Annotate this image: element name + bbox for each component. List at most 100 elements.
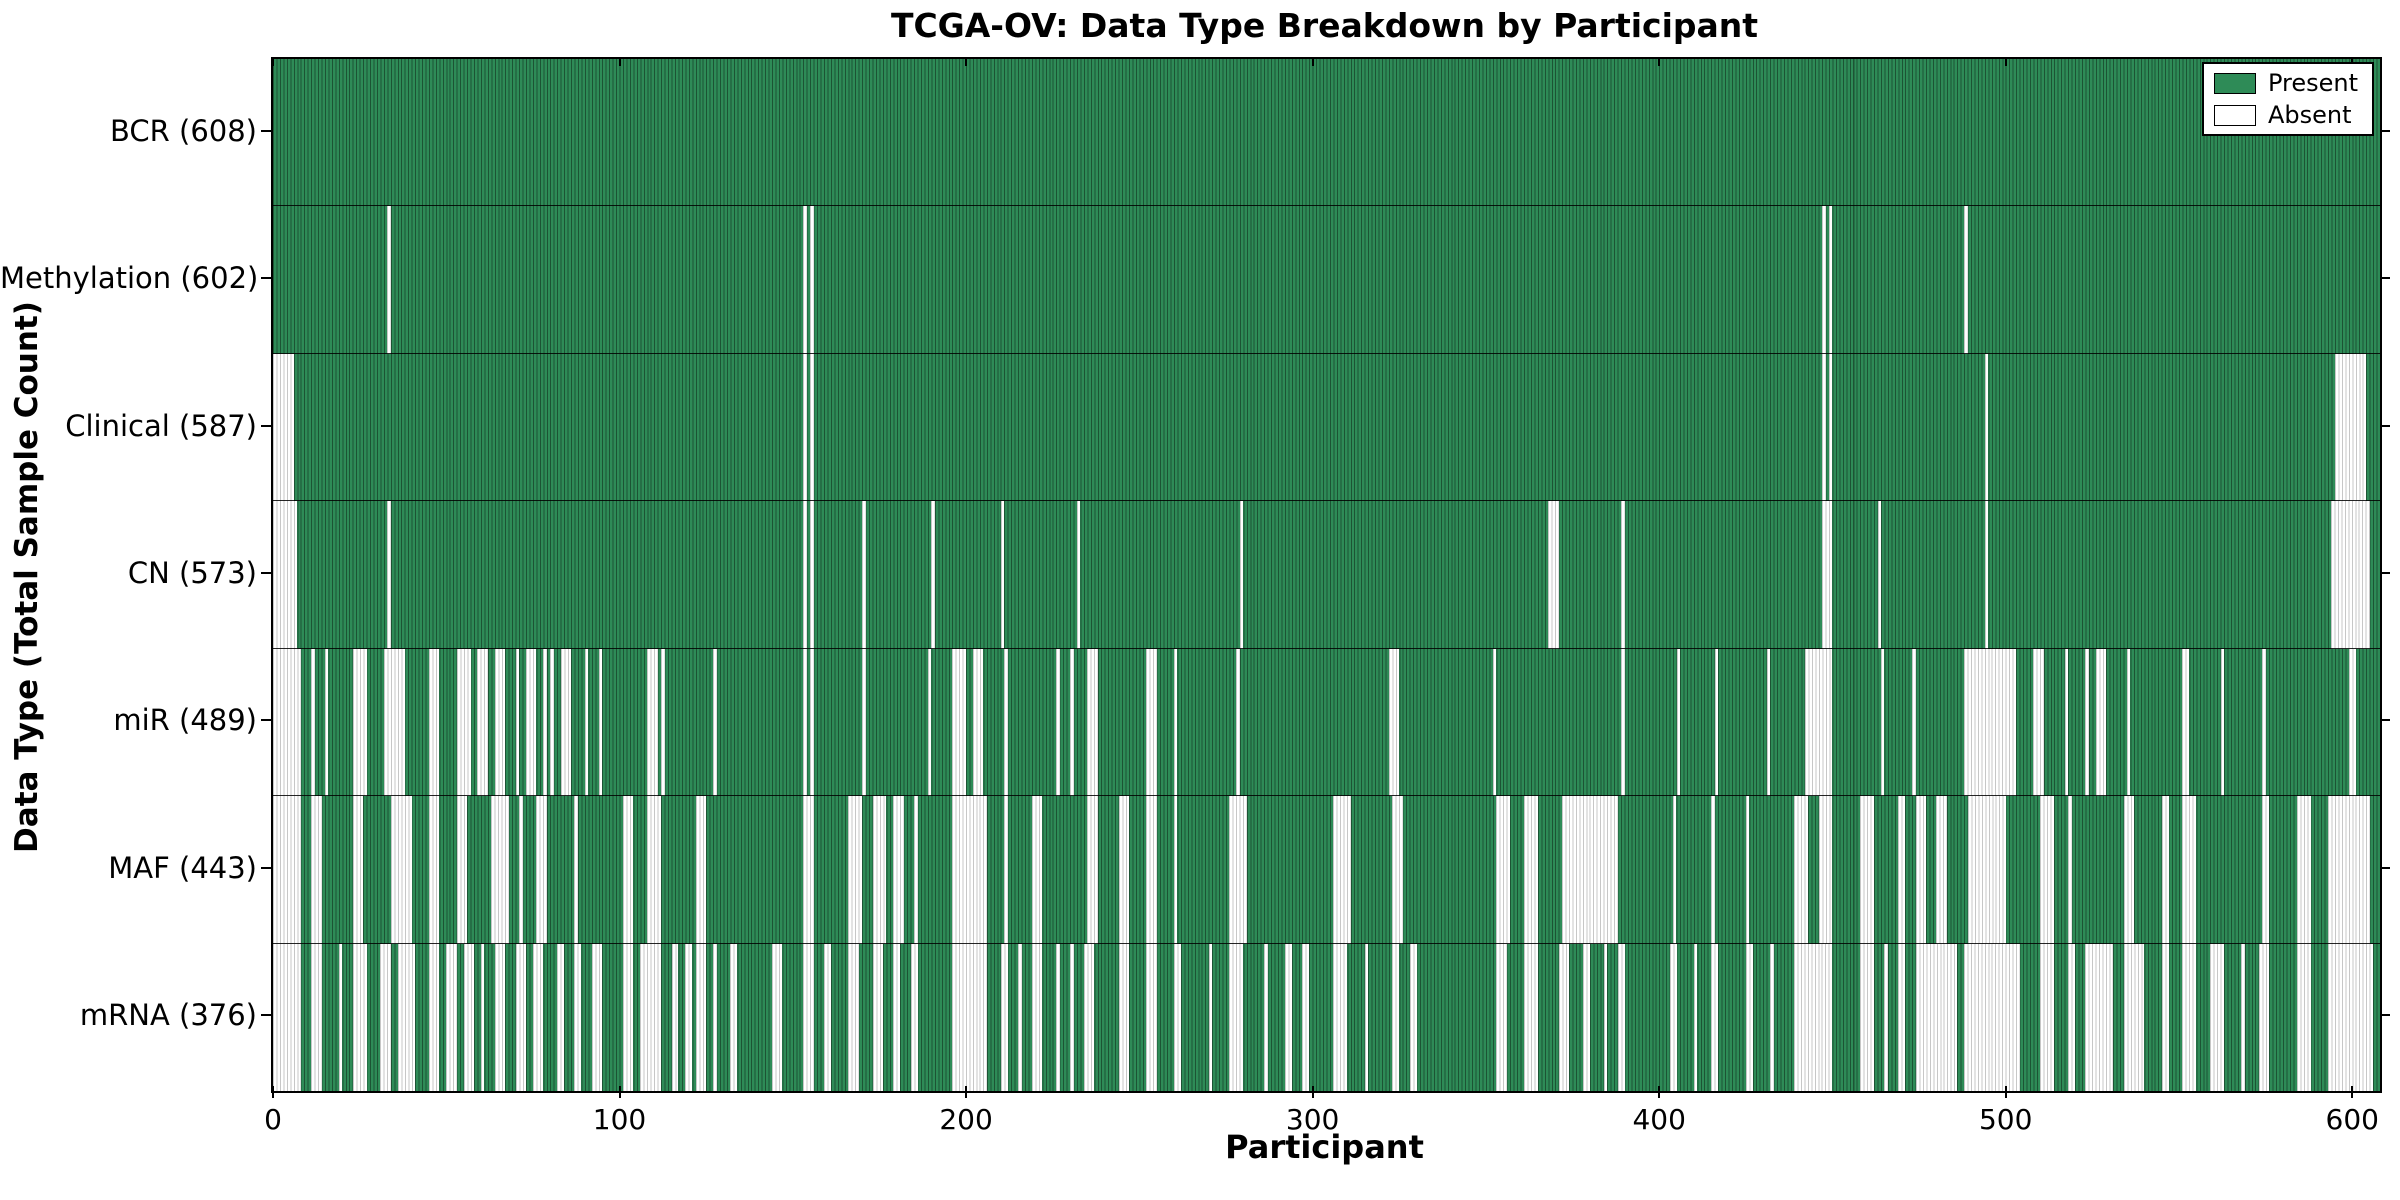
absent-block — [494, 648, 506, 797]
absent-block — [1496, 943, 1507, 1091]
absent-block — [1118, 796, 1129, 944]
absent-block — [1880, 648, 1885, 797]
absent-block — [803, 648, 807, 797]
absent-block — [1877, 501, 1881, 649]
absent-block — [456, 648, 471, 797]
absent-block — [1174, 648, 1178, 797]
absent-block — [1264, 943, 1268, 1091]
heatmap-row-mrna — [273, 943, 2380, 1091]
absent-block — [1000, 943, 1008, 1091]
x-tick-mark — [2004, 1086, 2007, 1098]
absent-block — [536, 796, 547, 944]
absent-block — [893, 796, 904, 944]
heatmap-row-clinical — [273, 353, 2380, 502]
absent-block — [1621, 648, 1625, 797]
chart-title: TCGA-OV: Data Type Breakdown by Particip… — [890, 6, 1759, 45]
x-tick-label: 600 — [2325, 1103, 2379, 1136]
x-axis-label: Participant — [1225, 1128, 1424, 1166]
absent-block — [352, 943, 367, 1091]
absent-block — [477, 648, 488, 797]
absent-block — [931, 501, 935, 649]
y-tick-label-cn: CN (573) — [127, 556, 257, 590]
absent-block — [515, 648, 520, 797]
absent-block — [273, 353, 294, 502]
absent-block — [1936, 796, 1947, 944]
absent-block — [1083, 943, 1095, 1091]
absent-block — [2328, 796, 2370, 944]
absent-block — [311, 796, 322, 944]
absent-block — [525, 648, 537, 797]
absent-block — [1364, 943, 1369, 1091]
absent-block — [338, 943, 343, 1091]
absent-block — [2161, 796, 2169, 944]
x-tick-mark — [272, 1086, 274, 1098]
heatmap-row-methylation — [273, 206, 2380, 354]
x-tick-mark — [2351, 1086, 2354, 1098]
absent-block — [695, 796, 707, 944]
absent-block — [803, 943, 814, 1091]
absent-block — [1828, 206, 1833, 354]
absent-block — [311, 943, 322, 1091]
absent-block — [428, 796, 440, 944]
y-tick-label-methylation: Methylation (602) — [0, 261, 259, 296]
x-tick-mark — [618, 1086, 621, 1098]
absent-block — [1818, 796, 1833, 944]
absent-block — [772, 943, 783, 1091]
absent-block — [2182, 648, 2190, 797]
absent-block — [893, 943, 901, 1091]
absent-block — [543, 648, 547, 797]
absent-block — [446, 943, 457, 1091]
absent-block — [2123, 796, 2134, 944]
absent-block — [2095, 648, 2107, 797]
absent-block — [1018, 943, 1022, 1091]
absent-block — [2296, 796, 2311, 944]
absent-block — [2258, 943, 2270, 1091]
y-tick-right — [2380, 866, 2390, 869]
absent-block — [803, 353, 807, 502]
absent-block — [1392, 796, 1403, 944]
absent-block — [1392, 943, 1400, 1091]
absent-block — [803, 501, 807, 649]
absent-block — [1524, 796, 1538, 944]
absent-block — [1524, 943, 1538, 1091]
absent-block — [1496, 796, 1511, 944]
absent-block — [2182, 796, 2197, 944]
absent-block — [1229, 796, 1247, 944]
absent-block — [494, 943, 506, 1091]
absent-block — [1004, 796, 1008, 944]
y-tick-label-bcr: BCR (608) — [110, 113, 257, 148]
absent-block — [2328, 943, 2374, 1091]
absent-block — [1711, 943, 1719, 1091]
y-tick-label-maf: MAF (443) — [108, 850, 257, 885]
absent-block — [1118, 943, 1129, 1091]
absent-block — [810, 206, 814, 354]
x-tick-mark — [1658, 1086, 1661, 1098]
absent-block — [848, 943, 859, 1091]
absent-block — [1898, 796, 1906, 944]
absent-block — [1031, 943, 1043, 1091]
absent-block — [1056, 943, 1060, 1091]
heatmap-row-mir — [273, 648, 2380, 797]
absent-block — [730, 943, 738, 1091]
y-tick-left — [261, 719, 271, 722]
x-tick-label: 0 — [264, 1103, 282, 1136]
absent-block — [1673, 796, 1677, 944]
absent-block — [2085, 943, 2114, 1091]
absent-block — [273, 501, 298, 649]
absent-block — [1302, 943, 1310, 1091]
absent-block — [1174, 796, 1178, 944]
absent-block — [1239, 501, 1244, 649]
absent-block — [973, 648, 984, 797]
absent-block — [532, 943, 544, 1091]
absent-block — [1004, 648, 1008, 797]
absent-block — [1676, 648, 1680, 797]
absent-block — [810, 353, 814, 502]
absent-block — [1693, 943, 1698, 1091]
absent-block — [557, 943, 565, 1091]
absent-block — [1621, 501, 1625, 649]
absent-block — [2182, 943, 2197, 1091]
absent-block — [1915, 943, 1958, 1091]
x-tick-mark-top — [1658, 59, 1661, 66]
absent-block — [2220, 648, 2225, 797]
absent-block — [560, 648, 572, 797]
